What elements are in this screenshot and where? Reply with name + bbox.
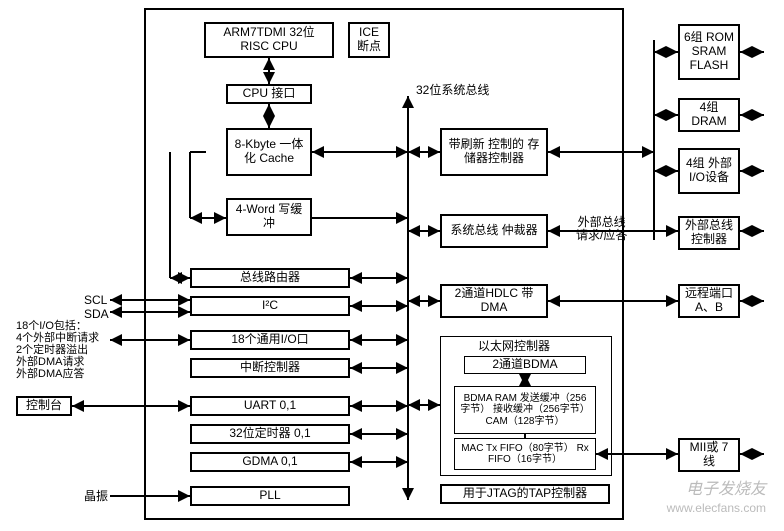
block-mem-ctrl: 带刷新 控制的 存储器控制器 — [440, 128, 548, 176]
block-hdlc-label: 2通道HDLC 带DMA — [446, 287, 542, 315]
block-tap: 用于JTAG的TAP控制器 — [440, 484, 610, 504]
label-xtal: 晶振 — [84, 490, 108, 503]
block-mac: MAC Tx FIFO（80字节） Rx FIFO（16字节） — [454, 438, 596, 470]
block-dram-label: 4组 DRAM — [684, 101, 734, 129]
block-ice-label: ICE 断点 — [354, 26, 384, 54]
block-cpu-label: ARM7TDMI 32位 RISC CPU — [210, 26, 328, 54]
block-bdma-label: 2通道BDMA — [492, 358, 557, 372]
block-int-ctrl: 中断控制器 — [190, 358, 350, 378]
block-ext-io: 4组 外部 I/O设备 — [678, 148, 740, 194]
block-uart: UART 0,1 — [190, 396, 350, 416]
block-ext-bus-ctrl: 外部总线 控制器 — [678, 216, 740, 250]
block-wbuf: 4-Word 写缓冲 — [226, 198, 312, 236]
label-io-desc: 18个I/O包括： 4个外部中断请求 2个定时器溢出 外部DMA请求 外部DMA… — [16, 320, 99, 380]
block-gpio-label: 18个通用I/O口 — [231, 333, 308, 347]
block-mii: MII或 7线 — [678, 438, 740, 472]
block-ext-mem: 6组 ROM SRAM FLASH — [678, 24, 740, 80]
block-cache-label: 8-Kbyte 一体化 Cache — [232, 138, 306, 166]
block-mii-label: MII或 7线 — [684, 441, 734, 469]
block-bus-arb: 系统总线 仲裁器 — [440, 214, 548, 248]
block-bdma-ram: BDMA RAM 发送缓冲（256字节） 接收缓冲（256字节） CAM（128… — [454, 386, 596, 434]
block-console: 控制台 — [16, 396, 72, 416]
block-hdlc: 2通道HDLC 带DMA — [440, 284, 548, 318]
block-gdma-label: GDMA 0,1 — [242, 455, 297, 469]
block-i2c: I²C — [190, 296, 350, 316]
block-mac-label: MAC Tx FIFO（80字节） Rx FIFO（16字节） — [459, 443, 591, 466]
block-tap-label: 用于JTAG的TAP控制器 — [463, 487, 587, 501]
block-remote-label: 远程端口 A、B — [684, 287, 734, 315]
label-sys-bus: 32位系统总线 — [416, 84, 489, 97]
block-console-label: 控制台 — [26, 399, 62, 413]
block-pll: PLL — [190, 486, 350, 506]
block-gpio: 18个通用I/O口 — [190, 330, 350, 350]
label-ext-bus-req: 外部总线 请求/应答 — [576, 216, 627, 242]
block-ext-bus-ctrl-label: 外部总线 控制器 — [684, 219, 734, 247]
watermark-brand: 电子发烧友 — [686, 475, 766, 499]
block-dram: 4组 DRAM — [678, 98, 740, 132]
block-mem-ctrl-label: 带刷新 控制的 存储器控制器 — [446, 138, 542, 166]
block-bdma-ram-label: BDMA RAM 发送缓冲（256字节） 接收缓冲（256字节） CAM（128… — [459, 393, 591, 428]
block-cache: 8-Kbyte 一体化 Cache — [226, 128, 312, 176]
block-int-ctrl-label: 中断控制器 — [240, 361, 300, 375]
block-cpu-if: CPU 接口 — [226, 84, 312, 104]
block-ice: ICE 断点 — [348, 22, 390, 58]
block-ext-io-label: 4组 外部 I/O设备 — [684, 157, 734, 185]
block-uart-label: UART 0,1 — [244, 399, 296, 413]
block-cpu-if-label: CPU 接口 — [243, 87, 296, 101]
watermark-url: www.elecfans.com — [667, 501, 766, 515]
label-scl: SCL — [84, 294, 107, 307]
block-timer-label: 32位定时器 0,1 — [229, 427, 310, 441]
block-remote: 远程端口 A、B — [678, 284, 740, 318]
block-pll-label: PLL — [259, 489, 280, 503]
block-timer: 32位定时器 0,1 — [190, 424, 350, 444]
block-ext-mem-label: 6组 ROM SRAM FLASH — [684, 31, 734, 72]
block-gdma: GDMA 0,1 — [190, 452, 350, 472]
block-wbuf-label: 4-Word 写缓冲 — [232, 203, 306, 231]
eth-title: 以太网控制器 — [478, 340, 550, 353]
block-bus-router-label: 总线路由器 — [240, 271, 300, 285]
block-cpu: ARM7TDMI 32位 RISC CPU — [204, 22, 334, 58]
block-i2c-label: I²C — [262, 299, 278, 313]
block-bdma: 2通道BDMA — [464, 356, 586, 374]
block-bus-arb-label: 系统总线 仲裁器 — [450, 224, 537, 238]
block-bus-router: 总线路由器 — [190, 268, 350, 288]
